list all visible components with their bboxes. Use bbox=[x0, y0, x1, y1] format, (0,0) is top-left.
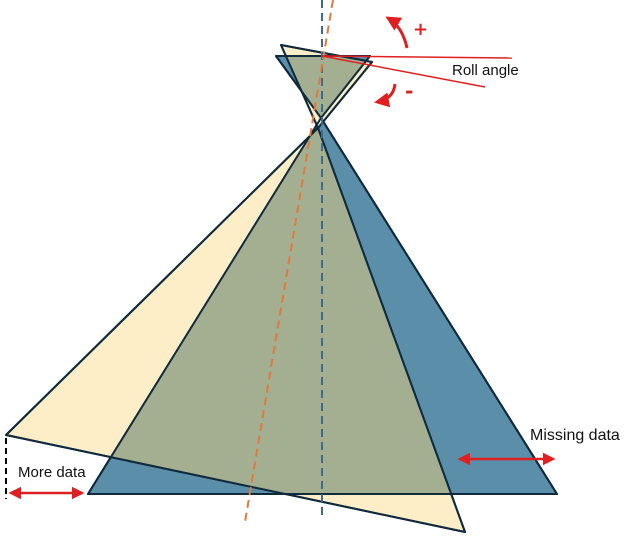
more-data-label: More data bbox=[18, 464, 86, 481]
negative-rotation-arrow bbox=[374, 83, 397, 108]
missing-data-label: Missing data bbox=[530, 427, 620, 444]
roll-angle-tilted-line bbox=[321, 55, 486, 88]
overlap-region-upper bbox=[281, 56, 370, 118]
tilted-roll-axis bbox=[244, 0, 334, 523]
positive-sign: + bbox=[413, 19, 428, 40]
negative-sign: - bbox=[405, 79, 413, 103]
positive-rotation-arrow bbox=[385, 16, 409, 49]
rolled-swath-outline-lower bbox=[5, 127, 466, 533]
roll-angle-reference-line bbox=[321, 55, 513, 59]
roll-angle-label: Roll angle bbox=[452, 62, 519, 79]
rolled-swath-outline-upper bbox=[280, 44, 373, 129]
